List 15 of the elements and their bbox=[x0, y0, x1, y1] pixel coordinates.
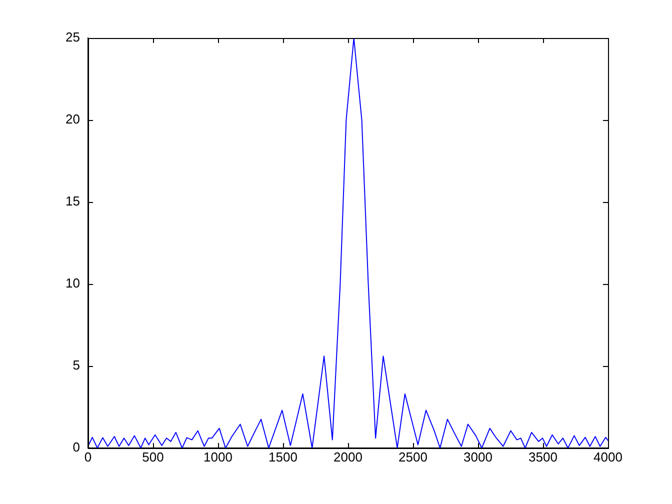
y-tick-label: 15 bbox=[66, 194, 80, 209]
x-tick-label: 1000 bbox=[204, 449, 232, 464]
x-tick-label: 2000 bbox=[334, 449, 362, 464]
x-tick-label: 4000 bbox=[594, 449, 622, 464]
x-tick-label: 3500 bbox=[528, 449, 558, 464]
y-tick-label: 25 bbox=[66, 30, 80, 45]
y-tick-label: 10 bbox=[66, 276, 80, 291]
x-tick-label: 1500 bbox=[268, 449, 298, 464]
y-tick-label: 0 bbox=[72, 440, 80, 455]
y-tick-label: 5 bbox=[72, 358, 80, 373]
x-tick-label: 500 bbox=[142, 449, 164, 464]
x-tick-label: 3000 bbox=[464, 449, 492, 464]
x-tick-label: 0 bbox=[84, 449, 92, 464]
y-tick-label: 20 bbox=[66, 112, 80, 127]
x-tick-label: 2500 bbox=[398, 449, 428, 464]
